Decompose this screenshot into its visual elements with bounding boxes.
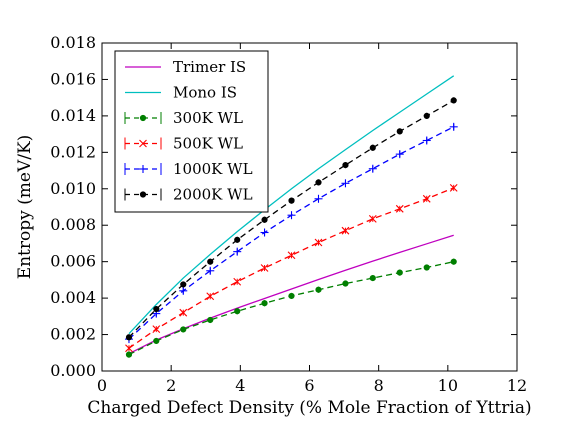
- legend-item: 2000K WL: [124, 186, 253, 204]
- legend-label: 1000K WL: [173, 160, 253, 178]
- series-mono-is: [128, 75, 455, 335]
- legend-label: 500K WL: [173, 135, 243, 153]
- data-point: [153, 337, 160, 345]
- data-point: [288, 292, 295, 300]
- data-point: [233, 277, 242, 286]
- data-point: [315, 179, 322, 186]
- data-point: [260, 228, 269, 237]
- data-point: [233, 247, 242, 256]
- data-point: [315, 286, 322, 293]
- data-point: [422, 194, 431, 203]
- data-point: [423, 112, 430, 119]
- data-point: [422, 136, 431, 145]
- y-tick-label: 0.018: [50, 33, 96, 52]
- data-point: [180, 326, 187, 333]
- data-point: [234, 236, 241, 243]
- y-tick-label: 0.014: [50, 106, 96, 125]
- x-tick-label: 8: [374, 376, 384, 395]
- y-tick-label: 0.004: [50, 288, 96, 307]
- data-point: [314, 194, 323, 203]
- series-2000k-wl: [125, 97, 457, 341]
- legend-marker: [139, 114, 147, 122]
- data-point: [396, 269, 403, 276]
- x-axis-title: Charged Defect Density (% Mole Fraction …: [87, 398, 531, 418]
- y-tick-label: 0.000: [50, 361, 96, 380]
- legend-item: 300K WL: [124, 109, 243, 127]
- data-point: [341, 179, 350, 188]
- legend-marker: [139, 139, 147, 148]
- y-tick-label: 0.016: [50, 69, 96, 88]
- legend-item: 500K WL: [124, 135, 243, 153]
- x-tick-label: 6: [304, 376, 314, 395]
- data-point: [342, 161, 349, 169]
- data-point: [396, 128, 403, 135]
- data-point: [423, 264, 430, 271]
- legend-item: Trimer IS: [125, 58, 246, 76]
- data-point: [449, 122, 458, 131]
- data-point: [179, 308, 188, 317]
- x-tick-label: 10: [438, 376, 458, 395]
- legend-label: Mono IS: [173, 84, 237, 102]
- legend-marker: [139, 165, 147, 173]
- series-line-mono-is: [128, 75, 455, 335]
- data-point: [449, 183, 458, 192]
- data-point: [261, 216, 268, 223]
- y-tick-label: 0.012: [50, 142, 96, 161]
- data-point: [234, 308, 241, 315]
- legend-item: Mono IS: [125, 84, 237, 102]
- data-point: [125, 351, 133, 358]
- data-point: [368, 164, 377, 173]
- data-point: [180, 281, 187, 288]
- data-point: [125, 334, 133, 341]
- data-point: [207, 258, 214, 265]
- data-point: [179, 286, 188, 295]
- data-point: [125, 344, 133, 353]
- legend-label: Trimer IS: [173, 58, 246, 76]
- y-tick-label: 0.002: [50, 325, 96, 344]
- y-tick-label: 0.010: [50, 179, 96, 198]
- data-point: [341, 226, 350, 235]
- data-point: [395, 204, 404, 213]
- data-point: [395, 150, 404, 159]
- data-point: [206, 292, 215, 301]
- y-axis-title: Entropy (meV/K): [15, 135, 35, 280]
- data-point: [369, 144, 376, 151]
- legend-label: 300K WL: [173, 109, 243, 127]
- legend-marker: [139, 191, 147, 198]
- data-point: [152, 325, 161, 333]
- y-tick-label: 0.008: [50, 215, 96, 234]
- data-point: [314, 238, 323, 247]
- x-tick-label: 4: [235, 376, 245, 395]
- x-tick-label: 2: [166, 376, 176, 395]
- data-point: [450, 97, 457, 104]
- legend-label: 2000K WL: [173, 186, 253, 204]
- series-500k-wl: [125, 183, 458, 353]
- legend-box: [114, 50, 269, 213]
- x-tick-label: 0: [97, 376, 107, 395]
- y-tick-label: 0.006: [50, 252, 96, 271]
- series-300k-wl: [125, 258, 457, 358]
- data-point: [260, 264, 269, 272]
- data-point: [288, 197, 295, 204]
- data-point: [287, 211, 296, 220]
- legend: Trimer IS Mono IS 300K WL 500K WL 1000K WL 20…: [114, 50, 269, 213]
- data-point: [342, 280, 349, 287]
- series-layer: [124, 75, 458, 358]
- data-point: [206, 266, 215, 275]
- data-point: [207, 316, 214, 324]
- data-point: [450, 258, 457, 265]
- legend-item: 1000K WL: [124, 160, 253, 178]
- data-point: [287, 251, 296, 260]
- ticks-layer: 0 2 4 6 8 10 12 0.000 0.002 0.004 0.006 0.008 0.010 0…: [50, 33, 527, 395]
- data-point: [369, 274, 376, 282]
- x-tick-label: 12: [507, 376, 527, 395]
- data-point: [261, 300, 268, 307]
- data-point: [153, 305, 160, 313]
- data-point: [368, 214, 377, 223]
